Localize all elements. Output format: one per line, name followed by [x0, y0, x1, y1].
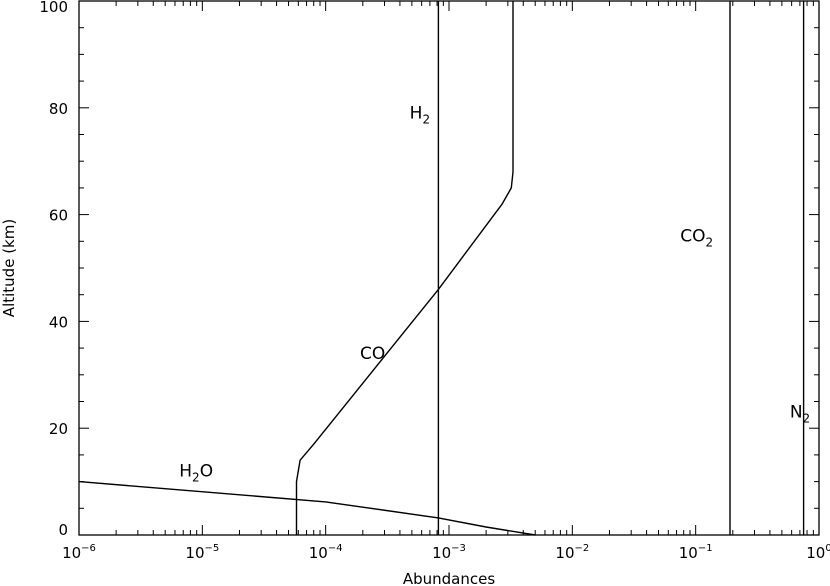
x-tick-label: 10−4	[309, 543, 343, 562]
x-tick-label: 10−6	[62, 543, 96, 562]
series-labels: H2 CO H2O CO2 N2	[179, 103, 810, 484]
series-label-n2: N2	[790, 403, 810, 426]
y-tick-label: 80	[49, 100, 68, 118]
series-lines	[78, 1, 805, 536]
x-tick-label: 100	[806, 543, 830, 562]
x-tick-label: 10−5	[185, 543, 219, 562]
y-tick-label: 60	[49, 207, 68, 225]
y-tick-label: 20	[49, 420, 68, 438]
y-tick-label: 100	[39, 0, 68, 16]
x-tick-label: 10−3	[432, 543, 466, 562]
x-axis-title: Abundances	[403, 570, 495, 586]
series-label-h2: H2	[410, 103, 430, 126]
series-line-h2o	[78, 480, 536, 536]
y-tick-label: 40	[49, 313, 68, 331]
series-label-co2: CO2	[680, 226, 713, 249]
series-line-co	[295, 1, 514, 535]
series-label-h2o: H2O	[179, 461, 213, 484]
y-axis-title: Altitude (km)	[0, 219, 18, 317]
y-tick-label: 0	[58, 521, 68, 539]
plot-frame	[78, 0, 820, 536]
x-tick-label: 10−2	[555, 543, 589, 562]
axis-ticks: 10−6 10−5 10−4 10−3 10−2 10−1 100 0 20 40 60 80 100	[39, 0, 830, 562]
series-label-co: CO	[360, 344, 385, 364]
x-tick-label: 10−1	[679, 543, 713, 562]
